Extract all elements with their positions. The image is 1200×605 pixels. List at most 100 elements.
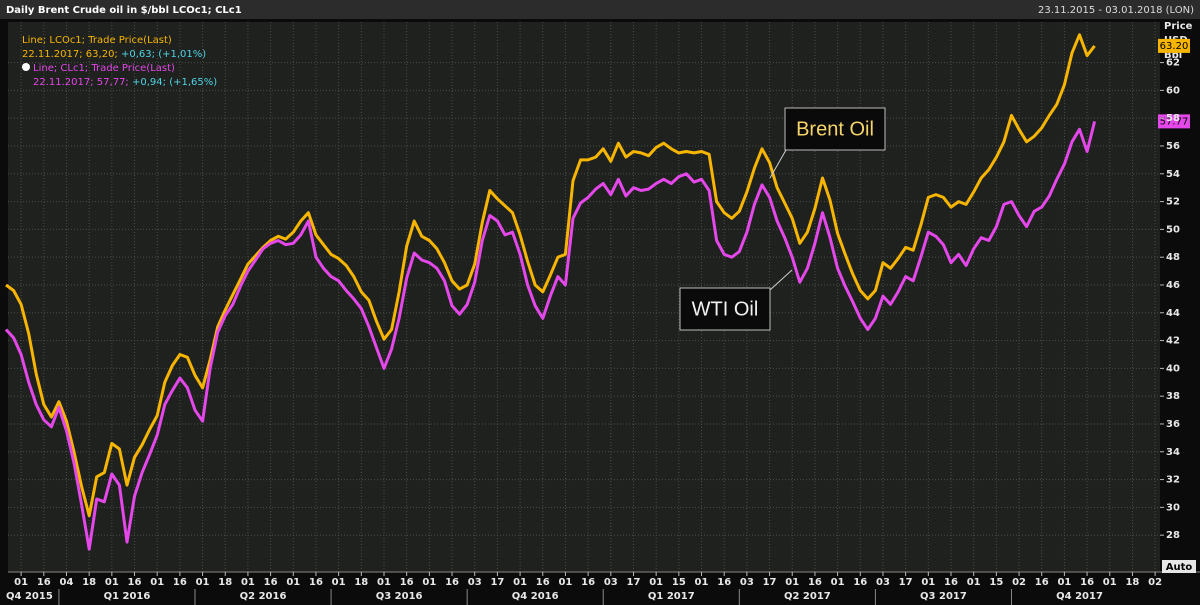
legend: Line; LCOc1; Trade Price(Last) 22.11.201… xyxy=(22,35,217,88)
quarter-label: Q2 2016 xyxy=(240,591,287,602)
x-tick-label: 02 xyxy=(1148,577,1162,588)
x-tick-label: 03 xyxy=(740,577,754,588)
x-tick-label: 01 xyxy=(831,577,845,588)
y-tick-label: 60 xyxy=(1166,85,1180,96)
y-tick-label: 36 xyxy=(1166,419,1180,430)
last-value-tags: 63.20 57.77 xyxy=(1158,38,1190,129)
annotation: Brent Oil xyxy=(796,118,874,140)
x-tick-label: 17 xyxy=(763,577,777,588)
y-tick-label: 40 xyxy=(1166,363,1180,374)
x-tick-label: 16 xyxy=(944,577,958,588)
y-tick-label: 50 xyxy=(1166,224,1180,235)
x-tick-label: 17 xyxy=(627,577,641,588)
y-tick-label: 58 xyxy=(1166,113,1180,124)
y-tick-label: 52 xyxy=(1166,197,1180,208)
x-tick-label: 01 xyxy=(967,577,981,588)
annotation-wti: WTI Oil xyxy=(679,269,793,331)
x-tick-label: 01 xyxy=(558,577,572,588)
quarter-label: Q4 2017 xyxy=(1056,591,1103,602)
legend-detail: 22.11.2017; 57,77; +0,94; (+1,65%) xyxy=(33,77,217,88)
y-axis-label: Price xyxy=(1164,21,1193,32)
x-tick-label: 01 xyxy=(150,577,164,588)
y-tick-label: 38 xyxy=(1166,391,1180,402)
quarter-label: Q3 2016 xyxy=(376,591,423,602)
quarter-label: Q4 2016 xyxy=(512,591,559,602)
x-tick-label: 16 xyxy=(853,577,867,588)
x-tick-label: 16 xyxy=(581,577,595,588)
x-tick-label: 17 xyxy=(899,577,913,588)
x-tick-label: 01 xyxy=(695,577,709,588)
y-tick-label: 30 xyxy=(1166,502,1180,513)
last-value-label: 63.20 xyxy=(1160,41,1189,52)
legend-entry: Line; LCOc1; Trade Price(Last) xyxy=(22,35,172,46)
last-value-tag xyxy=(1158,114,1190,129)
x-tick-label: 16 xyxy=(173,577,187,588)
x-tick-label: 18 xyxy=(218,577,232,588)
chart-title: Daily Brent Crude oil in $/bbl LCOc1; CL… xyxy=(6,5,242,16)
x-tick-label: 01 xyxy=(241,577,255,588)
x-tick-label: 16 xyxy=(128,577,142,588)
y-tick-label: 62 xyxy=(1166,58,1180,69)
y-tick-label: 32 xyxy=(1166,475,1180,486)
x-tick-label: 16 xyxy=(1035,577,1049,588)
annotation: WTI Oil xyxy=(692,298,759,320)
connector xyxy=(769,149,787,179)
annotation-brent: Brent Oil xyxy=(769,107,886,179)
legend-detail: 22.11.2017; 63,20; +0,63; (+1,01%) xyxy=(22,49,206,60)
y-tick-label: 28 xyxy=(1166,530,1180,541)
x-tick-label: 18 xyxy=(82,577,96,588)
x-tick-label: 01 xyxy=(377,577,391,588)
series-line xyxy=(5,33,1096,518)
x-tick-label: 16 xyxy=(264,577,278,588)
lines xyxy=(4,33,1097,551)
x-tick-label: 16 xyxy=(309,577,323,588)
x-tick-label: 04 xyxy=(60,577,74,588)
x-tick-label: 01 xyxy=(332,577,346,588)
legend-icon xyxy=(22,63,30,71)
legend-change: +0,63; (+1,01%) xyxy=(121,49,206,60)
x-tick-label: 16 xyxy=(808,577,822,588)
quarter-label: Q4 2015 xyxy=(6,591,53,602)
x-tick-label: 16 xyxy=(717,577,731,588)
annotation-box xyxy=(784,107,886,151)
last-value-tag xyxy=(1158,38,1190,53)
y-tick-label: 42 xyxy=(1166,336,1180,347)
quarter-label: Q2 2017 xyxy=(784,591,831,602)
x-tick-label: 01 xyxy=(422,577,436,588)
x-tick-label: 01 xyxy=(14,577,28,588)
auto-button[interactable] xyxy=(1162,560,1196,573)
title-bar xyxy=(0,0,1200,19)
y-tick-label: 48 xyxy=(1166,252,1180,263)
quarter-label: Q1 2017 xyxy=(648,591,695,602)
x-tick-label: 15 xyxy=(989,577,1003,588)
x-tick-label: 03 xyxy=(604,577,618,588)
auto-button-label[interactable]: Auto xyxy=(1166,562,1193,573)
quarter-label: Q1 2016 xyxy=(104,591,151,602)
plot-area xyxy=(8,22,1160,572)
x-tick-label: 01 xyxy=(1057,577,1071,588)
y-tick-label: 56 xyxy=(1166,141,1180,152)
y-tick-label: 54 xyxy=(1166,169,1180,180)
x-tick-label: 01 xyxy=(286,577,300,588)
x-tick-label: 16 xyxy=(445,577,459,588)
x-tick-label: 16 xyxy=(400,577,414,588)
x-tick-label: 15 xyxy=(672,577,686,588)
x-tick-label: 16 xyxy=(1080,577,1094,588)
legend-value: 22.11.2017; 63,20; xyxy=(22,49,118,60)
x-tick-label: 03 xyxy=(468,577,482,588)
connector xyxy=(769,269,793,291)
x-tick-label: 18 xyxy=(1125,577,1139,588)
x-tick-label: 02 xyxy=(1012,577,1026,588)
x-tick-label: 01 xyxy=(196,577,210,588)
x-tick-label: 01 xyxy=(649,577,663,588)
series-line xyxy=(4,121,1097,551)
x-tick-label: 18 xyxy=(354,577,368,588)
y-tick-label: 44 xyxy=(1166,308,1180,319)
legend-change: +0,94; (+1,65%) xyxy=(132,77,217,88)
x-tick-label: 01 xyxy=(921,577,935,588)
x-tick-label: 01 xyxy=(1103,577,1117,588)
last-value-label: 57.77 xyxy=(1160,116,1189,127)
x-tick-label: 16 xyxy=(37,577,51,588)
date-range: 23.11.2015 - 03.01.2018 (LON) xyxy=(1038,5,1194,16)
